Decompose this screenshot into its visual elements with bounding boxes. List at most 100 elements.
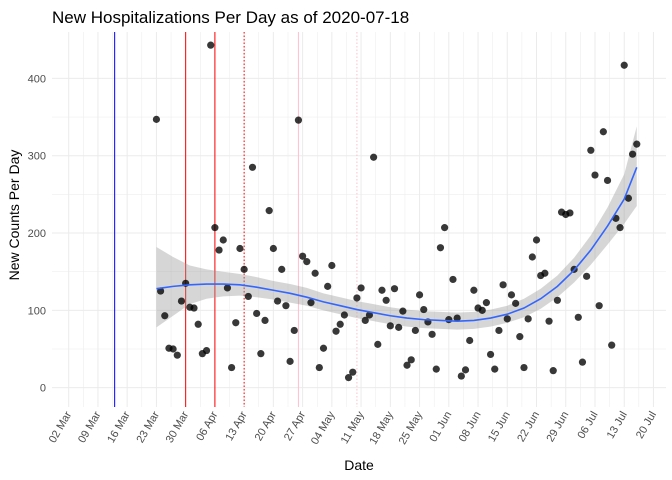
data-point: [633, 140, 641, 148]
data-point: [499, 281, 507, 289]
data-point: [532, 236, 541, 244]
data-points: [152, 41, 641, 382]
x-axis-ticks: 02 Mar 09 Mar 16 Mar 23 Mar 30 Mar 06 Apr 13 A…: [47, 409, 659, 447]
data-point: [273, 297, 282, 305]
x-tick-label: 25 May: [397, 409, 426, 447]
data-point: [591, 171, 599, 179]
data-point: [207, 41, 215, 49]
x-tick-label: 01 Jun: [427, 410, 454, 445]
data-point: [628, 150, 637, 158]
x-tick-label: 13 Jul: [605, 410, 630, 441]
data-point: [265, 207, 273, 215]
data-point: [261, 316, 269, 325]
x-axis-title: Date: [344, 457, 374, 473]
data-point: [457, 372, 465, 380]
data-point: [578, 358, 587, 366]
data-point: [503, 315, 511, 323]
data-point: [303, 258, 311, 266]
data-point: [177, 297, 186, 305]
data-point: [587, 146, 595, 154]
data-point: [282, 302, 290, 310]
data-point: [190, 304, 198, 312]
data-point: [332, 327, 340, 335]
data-point: [278, 265, 286, 273]
data-point: [156, 287, 165, 295]
data-point: [344, 374, 353, 382]
data-point: [307, 299, 315, 307]
data-point: [328, 261, 336, 270]
data-point: [219, 236, 227, 244]
data-point: [319, 344, 328, 352]
x-tick-label: 11 May: [339, 409, 367, 446]
data-point: [257, 350, 265, 358]
x-tick-label: 06 Apr: [194, 409, 220, 443]
data-point: [232, 319, 240, 327]
x-tick-label: 06 Jul: [576, 410, 601, 441]
data-point: [244, 292, 252, 301]
y-tick-label: 200: [28, 228, 46, 240]
data-point: [553, 296, 562, 304]
data-point: [411, 326, 419, 335]
data-point: [299, 252, 307, 260]
data-point: [152, 115, 161, 123]
data-point: [236, 244, 244, 253]
data-point: [340, 311, 348, 319]
data-point: [253, 309, 261, 318]
data-point: [432, 365, 440, 373]
grid: [52, 32, 666, 407]
x-tick-label: 20 Jul: [634, 410, 659, 441]
data-point: [315, 363, 323, 372]
data-point: [624, 194, 633, 202]
x-tick-label: 15 Jun: [486, 410, 513, 445]
data-point: [616, 224, 624, 232]
data-point: [202, 346, 211, 355]
data-point: [407, 356, 415, 364]
data-point: [520, 363, 528, 372]
data-point: [541, 269, 549, 277]
data-point: [603, 176, 612, 185]
data-point: [453, 314, 461, 322]
data-point: [482, 299, 490, 307]
data-point: [370, 153, 378, 161]
data-point: [478, 306, 486, 314]
y-tick-label: 100: [28, 305, 46, 317]
data-point: [512, 299, 520, 307]
data-point: [382, 296, 390, 304]
data-point: [361, 316, 369, 325]
data-point: [173, 351, 181, 359]
data-point: [378, 286, 386, 294]
data-point: [595, 302, 603, 310]
data-point: [445, 316, 453, 324]
data-point: [599, 128, 607, 136]
smooth-line: [156, 167, 638, 322]
data-point: [395, 323, 403, 331]
data-point: [290, 326, 298, 335]
data-point: [240, 265, 248, 273]
confidence-ribbon: [156, 126, 637, 330]
data-point: [169, 345, 177, 353]
data-point: [161, 312, 169, 320]
reference-lines: [114, 32, 358, 407]
data-point: [353, 294, 361, 302]
data-point: [528, 253, 536, 261]
y-axis-ticks: 0 100 200 300 400: [28, 73, 46, 394]
x-tick-label: 29 Jun: [544, 410, 571, 445]
data-point: [441, 224, 449, 232]
y-tick-label: 300: [28, 151, 46, 163]
x-tick-label: 09 Mar: [76, 409, 104, 445]
x-tick-label: 20 Apr: [253, 409, 279, 443]
data-point: [461, 366, 470, 374]
x-tick-label: 18 May: [367, 409, 396, 447]
x-tick-label: 13 Apr: [223, 409, 249, 443]
data-point: [470, 286, 478, 294]
data-point: [486, 350, 495, 359]
x-tick-label: 27 Apr: [282, 409, 308, 443]
data-point: [365, 311, 374, 319]
data-point: [324, 282, 332, 290]
y-axis-title: New Counts Per Day: [6, 150, 22, 281]
data-point: [211, 224, 219, 232]
x-tick-label: 04 May: [309, 409, 338, 447]
data-point: [403, 361, 411, 369]
data-point: [336, 320, 344, 328]
